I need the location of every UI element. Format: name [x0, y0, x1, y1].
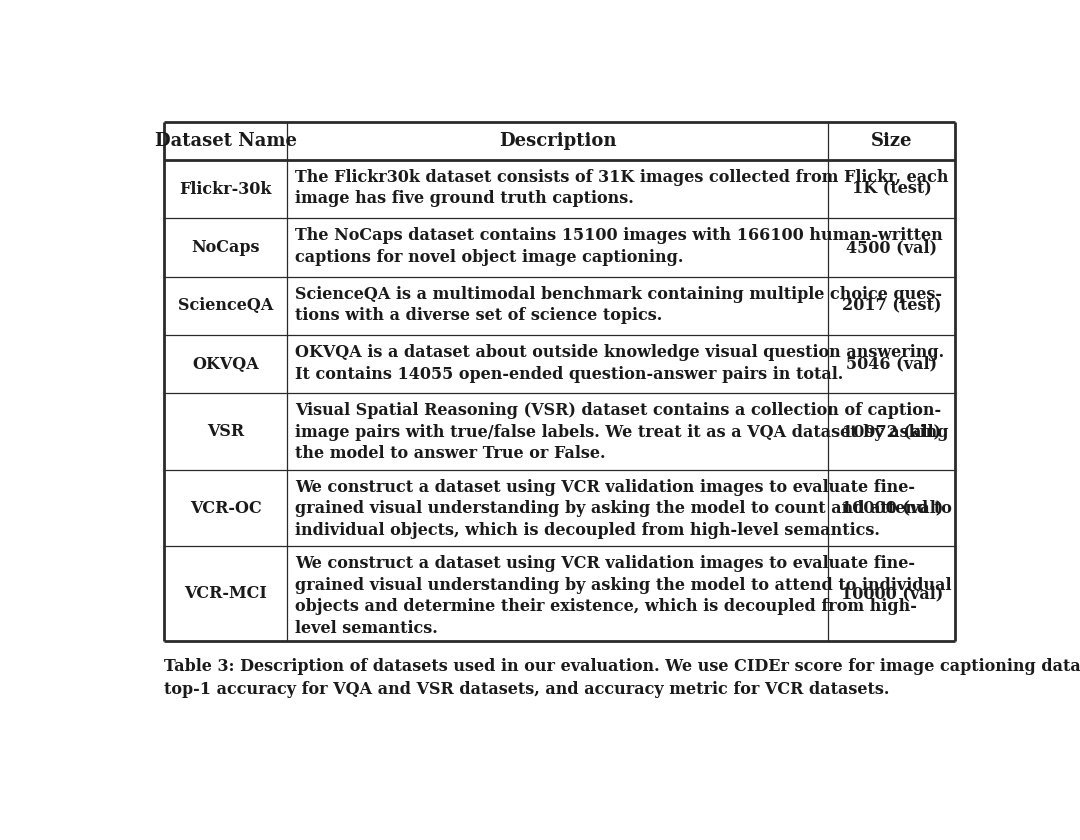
Text: VCR-MCI: VCR-MCI	[185, 585, 267, 602]
Text: OKVQA: OKVQA	[192, 355, 259, 373]
Text: 5046 (val): 5046 (val)	[847, 355, 937, 373]
Text: 2017 (test): 2017 (test)	[842, 297, 942, 314]
Text: The NoCaps dataset contains 15100 images with 166100 human-written
captions for : The NoCaps dataset contains 15100 images…	[295, 228, 943, 265]
Text: Dataset Name: Dataset Name	[154, 132, 297, 150]
Text: We construct a dataset using VCR validation images to evaluate fine-
grained vis: We construct a dataset using VCR validat…	[295, 479, 951, 539]
Text: ScienceQA is a multimodal benchmark containing multiple choice ques-
tions with : ScienceQA is a multimodal benchmark cont…	[295, 286, 942, 324]
Text: NoCaps: NoCaps	[191, 239, 260, 256]
Text: Visual Spatial Reasoning (VSR) dataset contains a collection of caption-
image p: Visual Spatial Reasoning (VSR) dataset c…	[295, 402, 948, 463]
Text: ScienceQA: ScienceQA	[178, 297, 273, 314]
Text: The Flickr30k dataset consists of 31K images collected from Flickr, each
image h: The Flickr30k dataset consists of 31K im…	[295, 169, 948, 207]
Text: 1K (test): 1K (test)	[852, 181, 932, 197]
Text: VSR: VSR	[207, 423, 244, 440]
Text: 10000 (val): 10000 (val)	[840, 500, 943, 517]
Text: Size: Size	[870, 132, 913, 150]
Text: Flickr-30k: Flickr-30k	[179, 181, 272, 197]
Text: 4500 (val): 4500 (val)	[847, 239, 937, 256]
Text: OKVQA is a dataset about outside knowledge visual question answering.
It contain: OKVQA is a dataset about outside knowled…	[295, 344, 944, 382]
Text: Description: Description	[499, 132, 617, 150]
Text: VCR-OC: VCR-OC	[190, 500, 261, 517]
Text: Table 3: Description of datasets used in our evaluation. We use CIDEr score for : Table 3: Description of datasets used in…	[164, 658, 1080, 698]
Text: 10972 (all): 10972 (all)	[842, 423, 941, 440]
Text: 10000 (val): 10000 (val)	[840, 585, 943, 602]
Text: We construct a dataset using VCR validation images to evaluate fine-
grained vis: We construct a dataset using VCR validat…	[295, 555, 951, 637]
